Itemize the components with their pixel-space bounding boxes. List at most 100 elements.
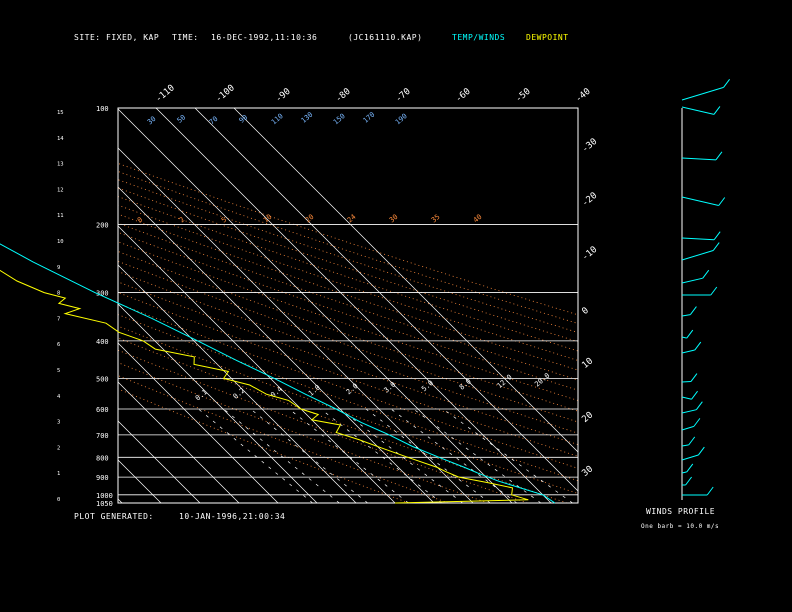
winds-profile-title: WINDS PROFILE bbox=[646, 507, 716, 516]
height-tick-label: 5 bbox=[57, 368, 60, 374]
wind-barb-flag bbox=[695, 401, 703, 410]
dry-adiabat bbox=[118, 213, 578, 371]
pressure-tick-label: 1000 bbox=[96, 492, 113, 500]
wind-barb-flag bbox=[710, 286, 718, 296]
dry-adiabat-label: 24 bbox=[346, 213, 358, 225]
dry-adiabat bbox=[118, 241, 578, 401]
theta-e-label: 170 bbox=[362, 111, 377, 125]
pressure-tick-label: 400 bbox=[96, 338, 109, 346]
wind-barb-flag bbox=[712, 242, 720, 251]
theta-e-label: 130 bbox=[300, 111, 315, 125]
pressure-tick-label: 700 bbox=[96, 432, 109, 440]
isotherm-line bbox=[118, 264, 357, 503]
dry-adiabat-label: 0 bbox=[136, 216, 144, 225]
height-tick-label: 10 bbox=[57, 239, 64, 245]
height-tick-label: 15 bbox=[57, 110, 64, 116]
mixing-ratio-label: 0.2 bbox=[232, 387, 247, 401]
mixing-ratio-label: 0.1 bbox=[194, 388, 209, 402]
wind-barb-flag bbox=[690, 373, 698, 382]
pressure-tick-label: 500 bbox=[96, 375, 109, 383]
dry-adiabat bbox=[118, 251, 578, 412]
top-temp-label: -40 bbox=[574, 87, 593, 105]
pressure-tick-label: 600 bbox=[96, 406, 109, 414]
isotherm-line bbox=[118, 420, 201, 503]
isotherm-line bbox=[155, 108, 552, 503]
site-label: SITE: bbox=[74, 33, 101, 42]
wind-barb-flag bbox=[685, 476, 692, 486]
mixing-ratio-line bbox=[288, 408, 409, 503]
wind-barb-flag bbox=[686, 329, 694, 339]
isotherm-line bbox=[118, 108, 513, 503]
wind-barb-staff bbox=[681, 444, 689, 447]
dry-adiabat bbox=[118, 171, 578, 324]
top-temp-label: -70 bbox=[394, 87, 413, 105]
plot-generated-label: PLOT GENERATED: bbox=[74, 512, 154, 521]
time-label: TIME: bbox=[172, 33, 199, 42]
isotherm-line bbox=[118, 186, 435, 503]
isotherm-line bbox=[118, 147, 474, 503]
height-tick-label: 4 bbox=[57, 394, 61, 400]
height-tick-label: 2 bbox=[57, 445, 60, 451]
dewpoint-profile bbox=[0, 269, 529, 504]
wind-barb-flag bbox=[686, 463, 694, 473]
dewpoint-legend: DEWPOINT bbox=[526, 33, 569, 42]
dry-adiabat bbox=[118, 231, 578, 391]
dry-adiabat-label: 10 bbox=[262, 213, 274, 225]
wind-barb-staff bbox=[681, 425, 695, 431]
isotherm-line bbox=[0, 108, 5, 503]
mixing-ratio-line bbox=[390, 408, 518, 503]
dry-adiabat bbox=[118, 314, 578, 482]
wind-barb-staff bbox=[681, 336, 687, 339]
isotherm-line bbox=[118, 381, 240, 503]
mixing-ratio-line bbox=[320, 408, 443, 503]
pressure-tick-label: 900 bbox=[96, 474, 109, 482]
dry-adiabat-label: 30 bbox=[388, 213, 400, 225]
mixing-ratio-line bbox=[339, 408, 463, 503]
dry-adiabat bbox=[118, 303, 578, 469]
wind-barb-staff bbox=[681, 454, 699, 461]
height-tick-label: 11 bbox=[57, 213, 64, 219]
wind-barb-staff bbox=[681, 396, 692, 400]
wind-barb-staff bbox=[681, 157, 716, 161]
file-id: (JC161110.KAP) bbox=[348, 33, 423, 42]
mixing-ratio-label: 8.0 bbox=[458, 377, 473, 391]
mixing-ratio-line bbox=[365, 408, 491, 503]
theta-e-label: 150 bbox=[332, 112, 347, 126]
isotherm-line bbox=[233, 108, 578, 453]
dry-adiabat bbox=[118, 196, 578, 352]
dry-adiabat-label: 5 bbox=[220, 216, 228, 225]
isotherm-line bbox=[118, 225, 396, 503]
pressure-tick-label: 300 bbox=[96, 290, 109, 298]
wind-barb-staff bbox=[681, 409, 697, 414]
dry-adiabat bbox=[118, 260, 578, 423]
height-tick-label: 8 bbox=[57, 291, 60, 297]
time-value: 16-DEC-1992,11:10:36 bbox=[211, 33, 318, 42]
pressure-tick-label: 200 bbox=[96, 221, 109, 229]
dry-adiabat-label: 20 bbox=[304, 213, 316, 225]
temp-winds-legend: TEMP/WINDS bbox=[452, 33, 506, 42]
height-tick-label: 13 bbox=[57, 162, 64, 168]
theta-e-label: 110 bbox=[270, 112, 285, 126]
wind-barb-flag bbox=[706, 486, 714, 496]
plot-generated-value: 10-JAN-1996,21:00:34 bbox=[179, 512, 286, 521]
top-temp-label: -60 bbox=[454, 87, 473, 105]
mixing-ratio-label: 20.0 bbox=[533, 372, 551, 389]
right-temp-label: -10 bbox=[580, 245, 599, 263]
dry-adiabat bbox=[118, 204, 578, 361]
wind-barb-flag bbox=[690, 306, 697, 315]
dry-adiabat bbox=[118, 162, 578, 316]
height-tick-label: 3 bbox=[57, 420, 60, 426]
wind-barb-staff bbox=[681, 237, 715, 241]
wind-barb-flag bbox=[702, 269, 710, 279]
mixing-ratio-line bbox=[223, 408, 340, 503]
wind-barb-flag bbox=[718, 197, 726, 206]
height-tick-label: 14 bbox=[57, 136, 64, 142]
right-temp-label: 0 bbox=[580, 306, 591, 317]
height-tick-label: 9 bbox=[57, 265, 60, 271]
wind-barb-flag bbox=[713, 231, 721, 241]
mixing-ratio-label: 5.0 bbox=[420, 379, 435, 393]
dry-adiabat bbox=[118, 362, 489, 503]
right-temp-label: 10 bbox=[580, 356, 595, 371]
mixing-ratio-label: 2.0 bbox=[345, 382, 360, 396]
